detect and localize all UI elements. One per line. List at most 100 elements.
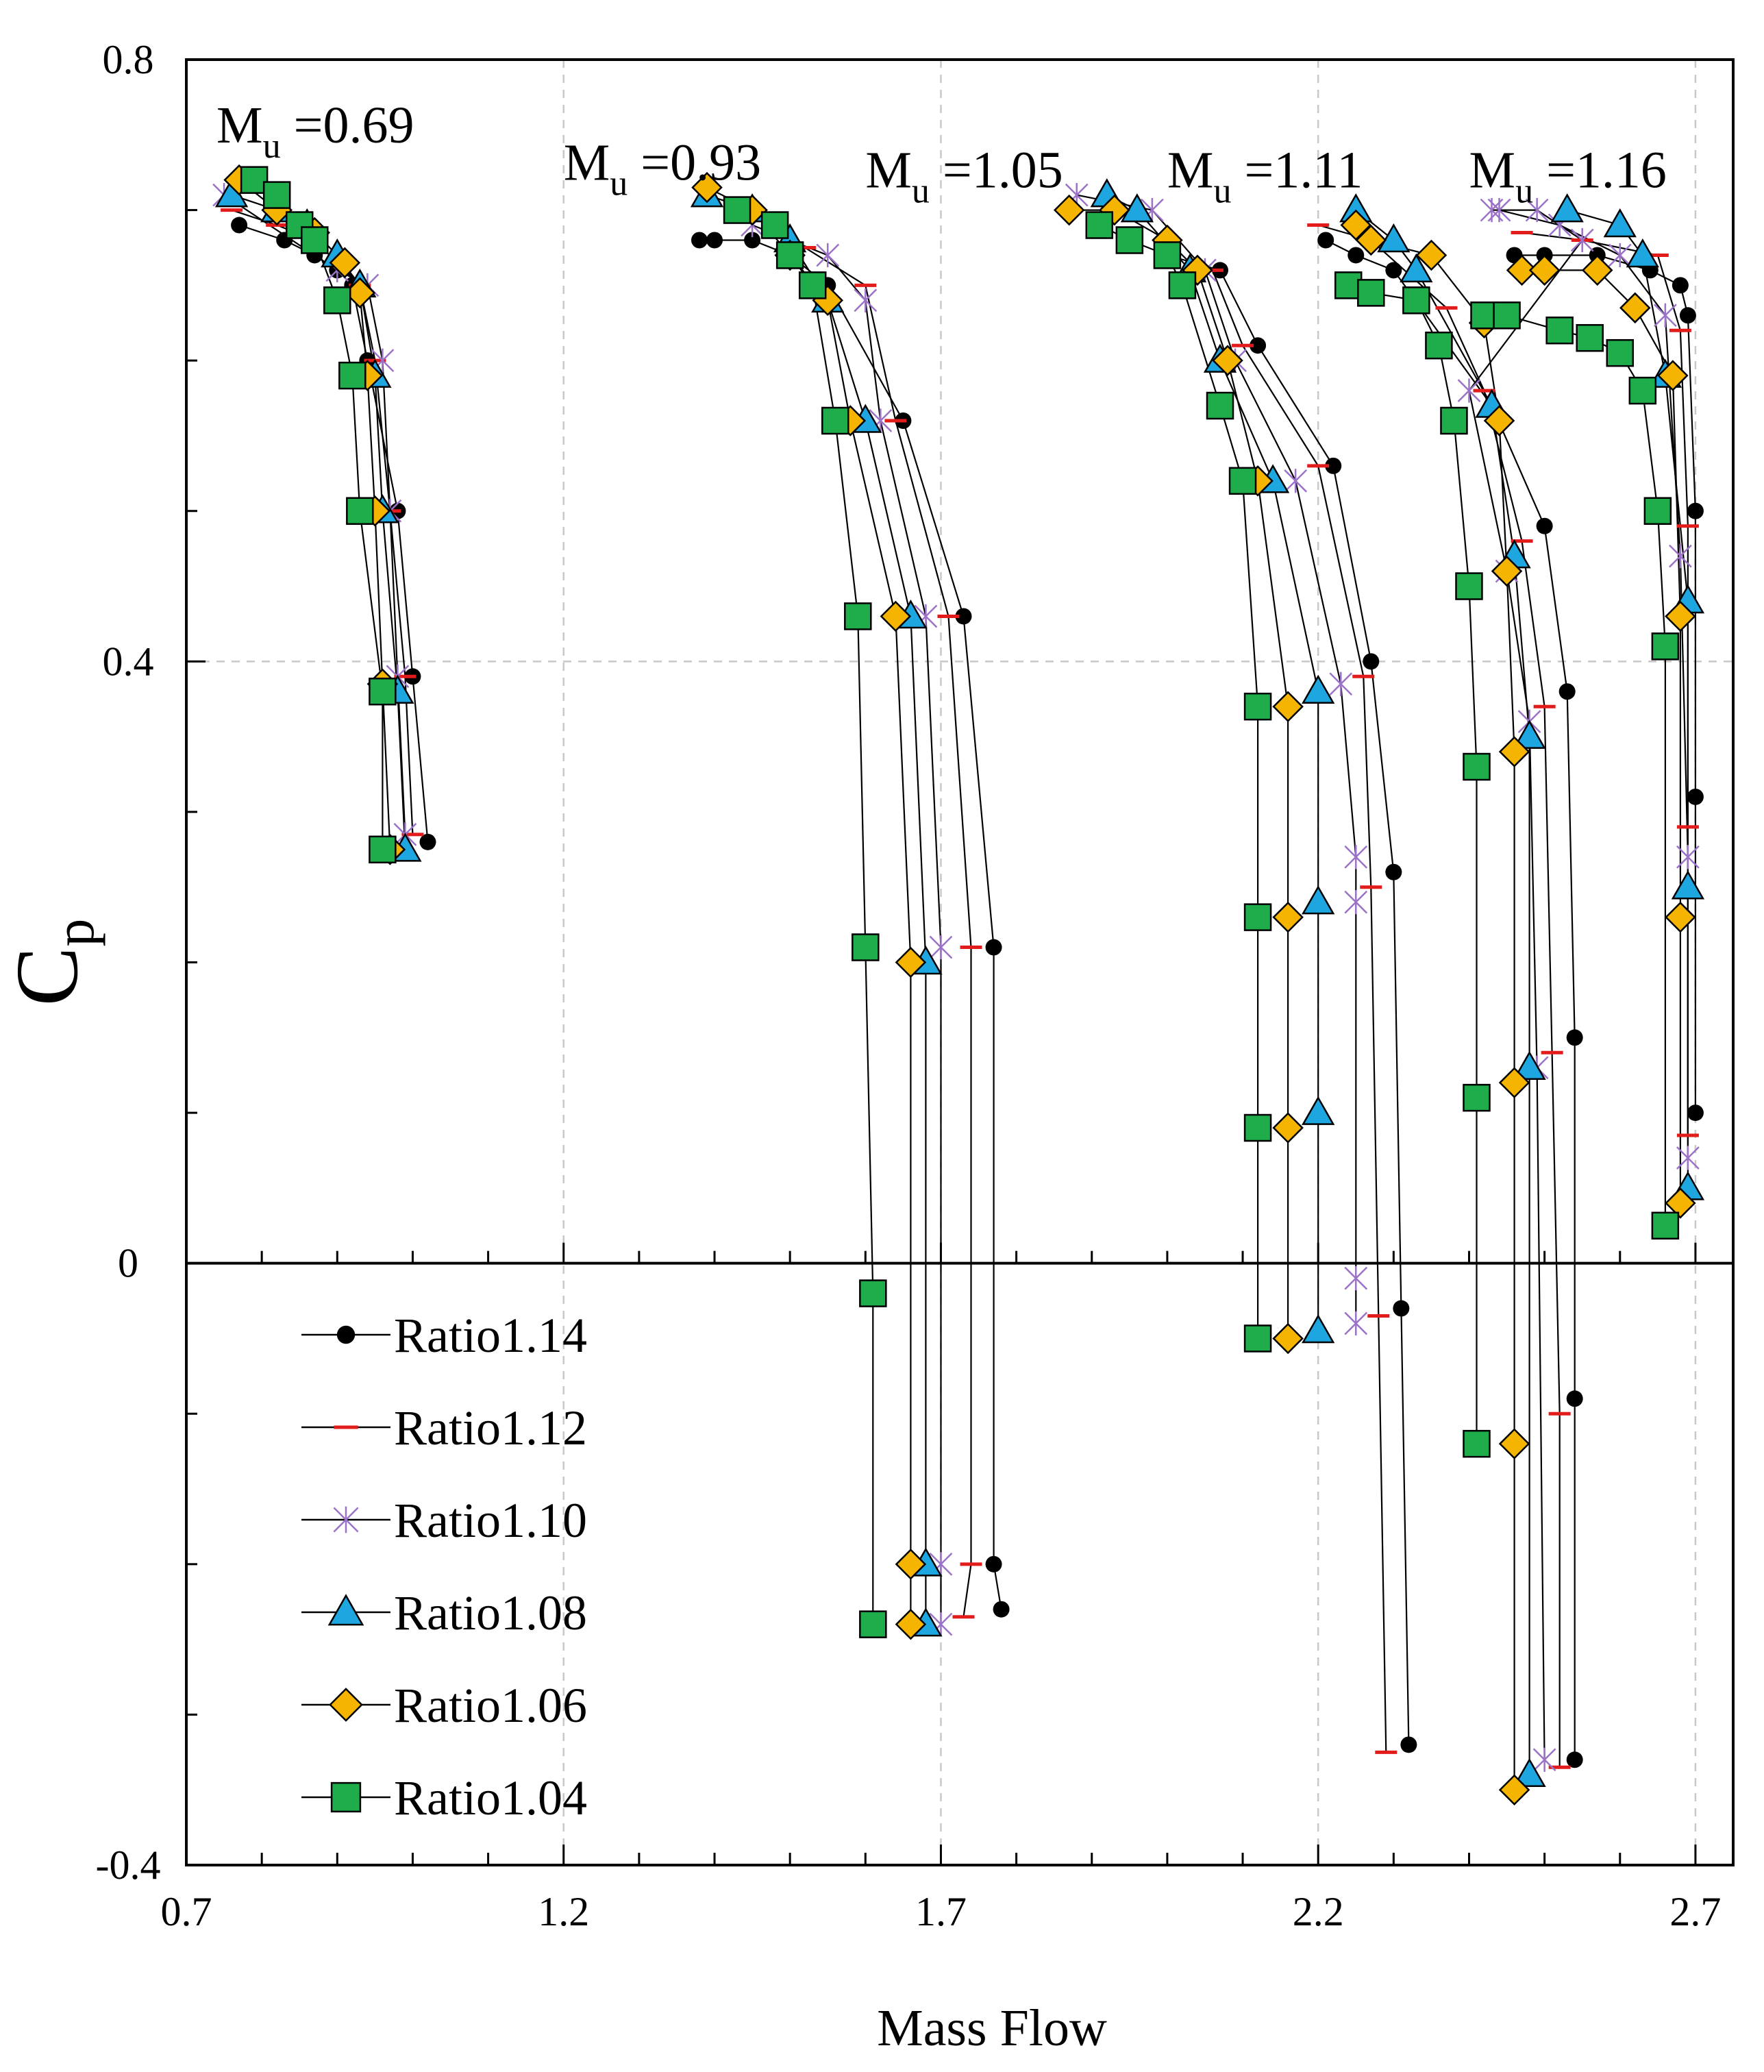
data-point [1243, 1113, 1272, 1142]
data-point [859, 1610, 887, 1638]
data-point [1385, 262, 1402, 279]
data-point [1425, 331, 1453, 360]
data-point [1545, 317, 1574, 345]
x-tick-label: 1.7 [915, 1889, 967, 1934]
data-point [1415, 239, 1448, 271]
data-point [1325, 457, 1342, 474]
series-curve [706, 186, 912, 1625]
data-point [1206, 391, 1234, 420]
data-point [1576, 323, 1604, 352]
data-point [1250, 337, 1267, 354]
data-point [854, 288, 878, 312]
data-point [1153, 241, 1182, 269]
data-point [1212, 345, 1243, 376]
data-point [1687, 502, 1704, 519]
series-curve [751, 224, 942, 1625]
data-point [369, 835, 397, 864]
data-point [760, 211, 789, 239]
data-point [1687, 1105, 1704, 1122]
y-axis-title-main: C [0, 947, 97, 1007]
axis-ticks [185, 58, 1697, 1866]
speedline-curves [223, 179, 1696, 1790]
data-point [1566, 1390, 1583, 1407]
speedline-label: Mu =0.93 [564, 134, 761, 204]
data-point [1643, 497, 1672, 525]
data-point [1626, 238, 1659, 268]
speedline-label: Mu =1.11 [1167, 142, 1363, 211]
data-point [1536, 517, 1553, 534]
legend-marker [329, 1688, 363, 1722]
data-point [1679, 307, 1696, 324]
data-point [1344, 890, 1368, 915]
data-point [929, 935, 953, 960]
data-point [1525, 197, 1549, 223]
data-point [1120, 193, 1154, 223]
data-point [346, 497, 374, 525]
data-point [844, 602, 872, 630]
legend-item: Ratio1.04 [301, 1771, 587, 1825]
data-point [1498, 736, 1530, 767]
legend-label: Ratio1.10 [394, 1493, 587, 1548]
series-curve [1099, 224, 1259, 1339]
data-point [1340, 209, 1372, 241]
data-point [1498, 1067, 1530, 1098]
data-point [1566, 1029, 1583, 1046]
data-point [1651, 1211, 1680, 1240]
series-curve [1347, 284, 1478, 1444]
data-point [1344, 1266, 1368, 1291]
data-point [1357, 279, 1385, 307]
y-axis-title: Cp [0, 919, 105, 1007]
data-point [262, 181, 291, 209]
legend-item: Ratio1.12 [301, 1401, 587, 1455]
data-point [1619, 292, 1651, 324]
data-point [1228, 467, 1257, 495]
data-point [1558, 683, 1576, 700]
x-tick-label: 0.7 [161, 1889, 212, 1934]
data-point [1385, 863, 1402, 880]
data-point [1243, 1324, 1272, 1353]
speedline-label: Mu =1.16 [1469, 142, 1666, 211]
data-point [300, 226, 329, 254]
data-point [1400, 253, 1433, 283]
legend: Ratio1.14 Ratio1.12 Ratio1.10 Ratio1.08 Rati… [301, 1308, 587, 1825]
series-curve [1325, 239, 1576, 1760]
data-point [1455, 572, 1483, 600]
data-point [880, 600, 912, 632]
y-tick-label: 0 [118, 1241, 138, 1286]
data-point [1355, 224, 1387, 256]
series-curve [238, 224, 429, 842]
legend-item: Ratio1.06 [301, 1678, 587, 1733]
data-point [1115, 226, 1144, 254]
data-point [1671, 870, 1705, 900]
data-point [1676, 1146, 1700, 1170]
legend-label: Ratio1.08 [394, 1586, 587, 1640]
data-point [1532, 1747, 1556, 1772]
x-tick-label: 1.2 [538, 1889, 589, 1934]
x-tick-label: 2.2 [1293, 1889, 1344, 1934]
speedline-label: Mu =0.69 [216, 97, 414, 166]
y-tick-label: 0.8 [103, 37, 154, 82]
data-point [1463, 1083, 1491, 1112]
y-axis-title-sub: p [43, 919, 105, 947]
y-tick-label: 0.4 [103, 639, 154, 684]
data-point [1657, 360, 1689, 391]
data-point [895, 1608, 927, 1640]
data-point [369, 678, 397, 706]
data-point [1053, 194, 1085, 226]
data-point [1628, 376, 1657, 405]
data-point [1344, 845, 1368, 870]
speedline-labels: Mu =0.69 Mu =0.93 Mu =1.05 Mu =1.11 Mu =1.16 [216, 97, 1667, 211]
legend-marker [336, 1325, 356, 1344]
data-point [1493, 301, 1521, 330]
data-point [1513, 1758, 1546, 1787]
x-tick-labels: 0.7 1.2 1.7 2.2 2.7 [161, 1889, 1722, 1934]
data-point [816, 243, 840, 268]
data-point [1168, 271, 1197, 299]
data-point [1665, 901, 1696, 933]
data-point [1498, 1428, 1530, 1459]
data-point [1665, 1187, 1696, 1219]
data-point [1085, 211, 1114, 239]
data-point [1491, 555, 1523, 587]
data-point [1317, 232, 1334, 249]
data-point [1653, 303, 1677, 328]
